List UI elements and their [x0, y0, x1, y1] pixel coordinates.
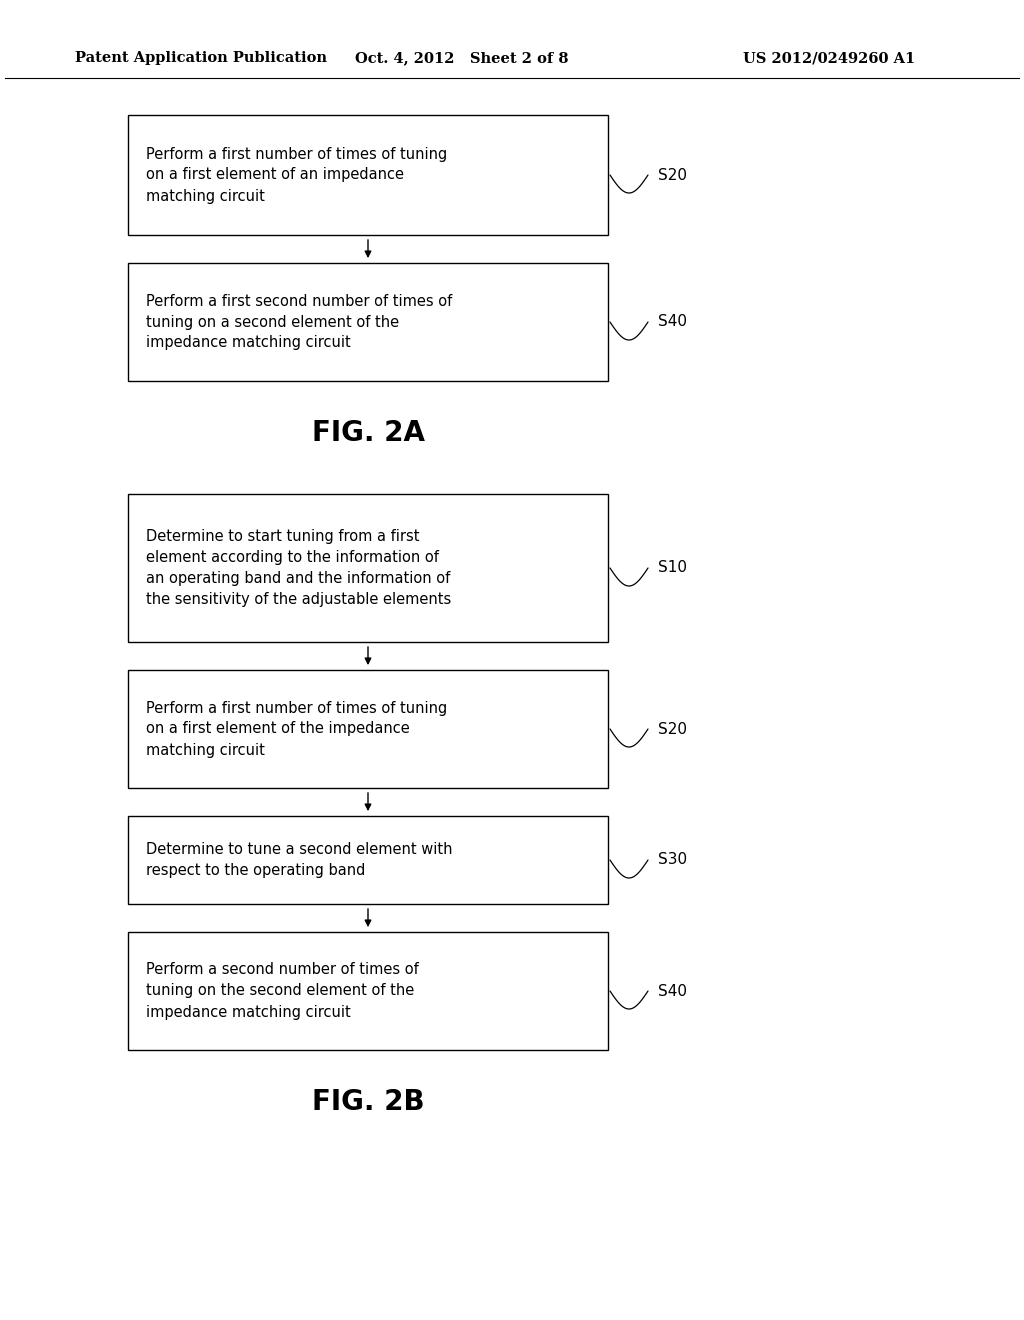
Text: Oct. 4, 2012   Sheet 2 of 8: Oct. 4, 2012 Sheet 2 of 8: [355, 51, 568, 65]
Text: Patent Application Publication: Patent Application Publication: [75, 51, 327, 65]
Text: Perform a first second number of times of
tuning on a second element of the
impe: Perform a first second number of times o…: [146, 293, 453, 351]
Bar: [128, 932, 608, 1049]
Bar: [128, 263, 608, 381]
Text: S30: S30: [658, 853, 687, 867]
Text: Perform a first number of times of tuning
on a first element of the impedance
ma: Perform a first number of times of tunin…: [146, 701, 447, 758]
Text: Perform a second number of times of
tuning on the second element of the
impedanc: Perform a second number of times of tuni…: [146, 962, 419, 1019]
Text: S10: S10: [658, 561, 687, 576]
Text: S40: S40: [658, 314, 687, 330]
Text: Perform a first number of times of tuning
on a first element of an impedance
mat: Perform a first number of times of tunin…: [146, 147, 447, 203]
Text: FIG. 2B: FIG. 2B: [311, 1088, 424, 1115]
Bar: [128, 671, 608, 788]
Text: FIG. 2A: FIG. 2A: [311, 418, 425, 447]
Text: US 2012/0249260 A1: US 2012/0249260 A1: [743, 51, 915, 65]
Text: S40: S40: [658, 983, 687, 998]
Bar: [128, 115, 608, 235]
Bar: [128, 816, 608, 904]
Text: S20: S20: [658, 168, 687, 182]
Bar: [128, 494, 608, 642]
Text: Determine to start tuning from a first
element according to the information of
a: Determine to start tuning from a first e…: [146, 529, 452, 607]
Text: Determine to tune a second element with
respect to the operating band: Determine to tune a second element with …: [146, 842, 453, 878]
Text: S20: S20: [658, 722, 687, 737]
